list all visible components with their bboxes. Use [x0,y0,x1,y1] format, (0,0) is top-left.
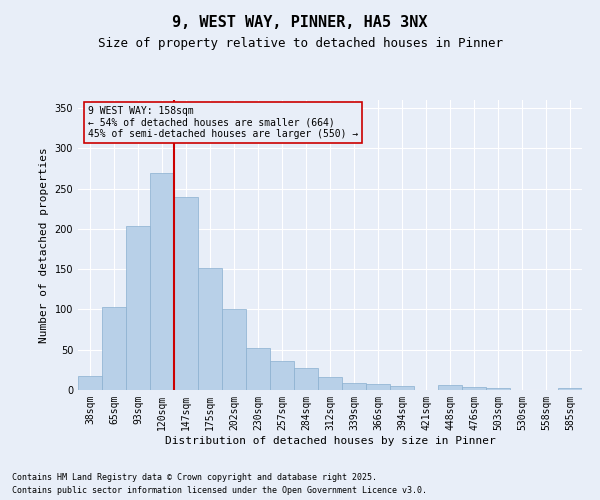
Bar [222,308,246,390]
Bar [150,174,174,390]
Bar [78,376,102,390]
Bar [438,385,462,390]
Bar [198,268,222,390]
Bar [342,383,366,390]
X-axis label: Distribution of detached houses by size in Pinner: Distribution of detached houses by size … [164,436,496,446]
Bar [462,387,486,390]
Text: 9 WEST WAY: 158sqm
← 54% of detached houses are smaller (664)
45% of semi-detach: 9 WEST WAY: 158sqm ← 54% of detached hou… [88,106,358,139]
Bar [270,361,294,390]
Bar [126,226,150,390]
Bar [390,386,414,390]
Text: 9, WEST WAY, PINNER, HA5 3NX: 9, WEST WAY, PINNER, HA5 3NX [172,15,428,30]
Y-axis label: Number of detached properties: Number of detached properties [39,147,49,343]
Bar [558,388,582,390]
Bar [294,368,318,390]
Text: Contains HM Land Registry data © Crown copyright and database right 2025.: Contains HM Land Registry data © Crown c… [12,474,377,482]
Bar [366,384,390,390]
Bar [318,377,342,390]
Bar [174,196,198,390]
Text: Size of property relative to detached houses in Pinner: Size of property relative to detached ho… [97,38,503,51]
Bar [486,388,510,390]
Text: Contains public sector information licensed under the Open Government Licence v3: Contains public sector information licen… [12,486,427,495]
Bar [102,307,126,390]
Bar [246,348,270,390]
